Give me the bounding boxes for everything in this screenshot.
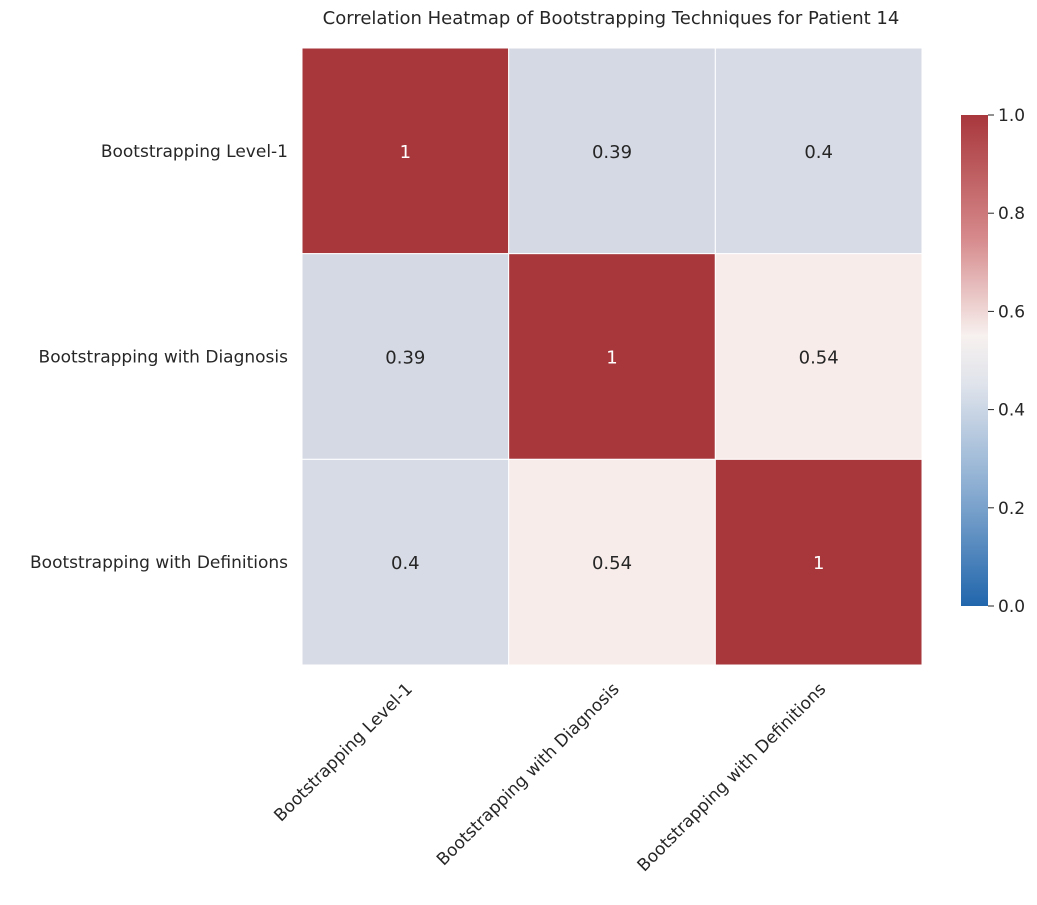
heatmap-cell-r1-c1: [508, 253, 716, 460]
row-label-bootstrapping-with-diagnosis: Bootstrapping with Diagnosis: [39, 348, 289, 368]
column-label-bootstrapping-with-diagnosis: Bootstrapping with Diagnosis: [433, 679, 624, 870]
row-label-bootstrapping-with-definitions: Bootstrapping with Definitions: [30, 553, 288, 573]
cell-value-label-r2-c0: 0.4: [391, 553, 420, 574]
column-label-bootstrapping-with-definitions: Bootstrapping with Definitions: [634, 679, 831, 876]
cell-value-label-r1-c0: 0.39: [385, 348, 425, 369]
heatmap-cell-r2-c2: [714, 458, 923, 666]
heatmap-cell-labels: 1 0.39 0.4 0.39 1 0.54 0.4 0.54 1: [385, 142, 838, 574]
colorbar-tick-label: 0.8: [998, 204, 1025, 224]
colorbar-ticks: 0.0 0.2 0.4 0.6 0.8 1.0: [988, 106, 1025, 617]
cell-value-label-r2-c2: 1: [813, 553, 824, 574]
chart-title: Correlation Heatmap of Bootstrapping Tec…: [323, 8, 900, 29]
heatmap-cell-r0-c1: [508, 47, 716, 255]
heatmap-cell-r2-c0: [301, 458, 510, 666]
colorbar: [961, 115, 988, 606]
row-label-bootstrapping-level-1: Bootstrapping Level-1: [101, 142, 288, 162]
colorbar-tick-label: 0.6: [998, 302, 1025, 322]
row-labels: Bootstrapping Level-1 Bootstrapping with …: [30, 142, 288, 573]
heatmap-cell-r0-c0: [301, 47, 510, 255]
cell-value-label-r2-c1: 0.54: [592, 553, 632, 574]
colorbar-tick-label: 0.2: [998, 499, 1025, 519]
heatmap-cell-r0-c2: [714, 47, 923, 255]
heatmap-cell-r1-c2: [714, 253, 923, 460]
heatmap-cell-r1-c0: [301, 253, 510, 460]
cell-value-label-r1-c2: 0.54: [799, 348, 839, 369]
colorbar-tick-label: 0.4: [998, 401, 1025, 421]
column-label-bootstrapping-level-1: Bootstrapping Level-1: [270, 679, 416, 825]
colorbar-tick-label: 1.0: [998, 106, 1025, 126]
heatmap-cells: [301, 47, 923, 666]
heatmap-cell-r2-c1: [508, 458, 716, 666]
cell-value-label-r0-c2: 0.4: [804, 142, 833, 163]
cell-value-label-r1-c1: 1: [606, 348, 617, 369]
colorbar-gradient: [961, 115, 988, 606]
column-labels: Bootstrapping Level-1 Bootstrapping with …: [270, 679, 830, 876]
colorbar-tick-label: 0.0: [998, 597, 1025, 617]
cell-value-label-r0-c0: 1: [400, 142, 411, 163]
cell-value-label-r0-c1: 0.39: [592, 142, 632, 163]
